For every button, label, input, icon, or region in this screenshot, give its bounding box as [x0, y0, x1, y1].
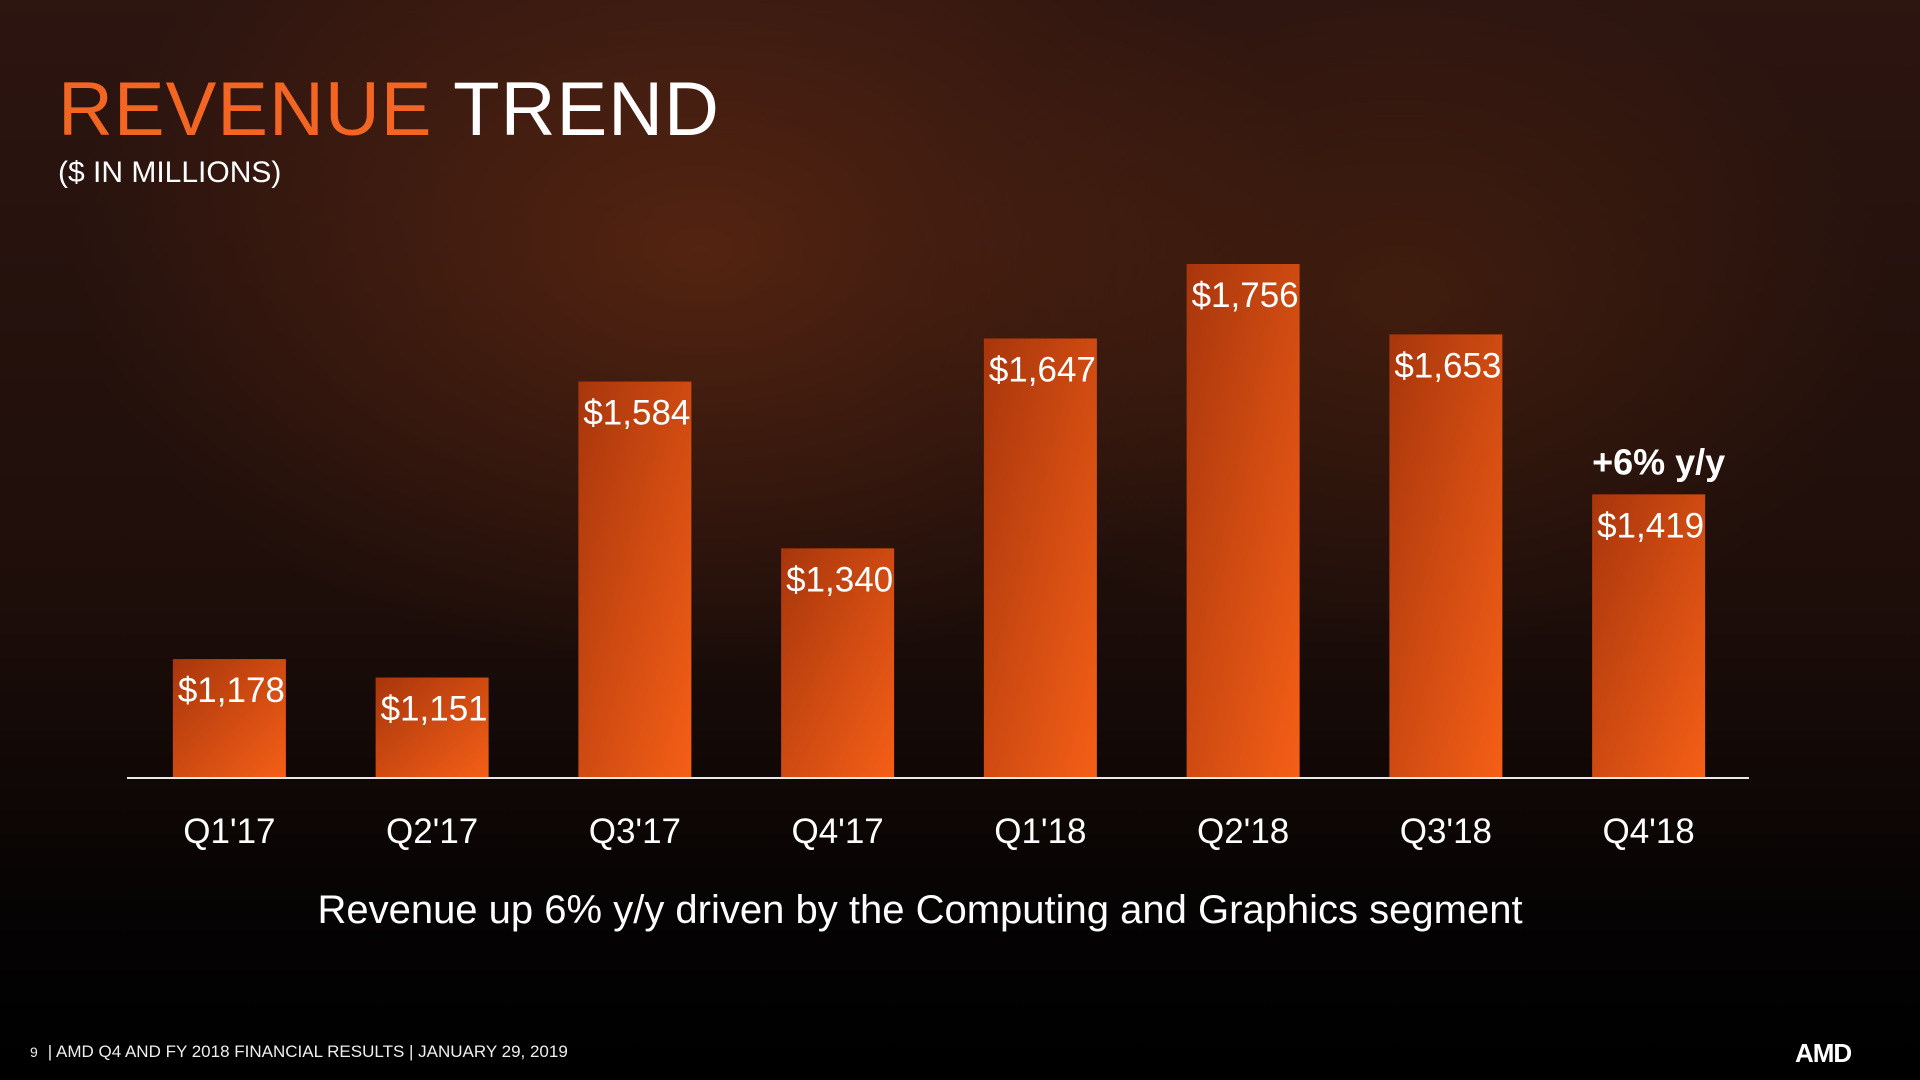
- chart-caption: Revenue up 6% y/y driven by the Computin…: [317, 888, 1523, 932]
- page-number: 9: [30, 1044, 38, 1060]
- yoy-annotation: +6% y/y: [1592, 441, 1725, 482]
- bar-3: [781, 548, 895, 778]
- footer-text: | AMD Q4 AND FY 2018 FINANCIAL RESULTS |…: [47, 1042, 568, 1061]
- slide-title: REVENUE TREND: [58, 66, 720, 153]
- data-label-7: $1,419: [1597, 506, 1704, 545]
- bar-2: [578, 381, 692, 778]
- bar-5: [1186, 264, 1300, 778]
- data-label-6: $1,653: [1394, 346, 1501, 385]
- x-tick-label-3: Q4'17: [791, 812, 883, 851]
- data-label-3: $1,340: [786, 560, 893, 599]
- x-tick-label-5: Q2'18: [1197, 812, 1289, 851]
- bar-7: [1592, 494, 1706, 778]
- data-label-2: $1,584: [583, 394, 690, 433]
- x-tick-label-7: Q4'18: [1602, 812, 1694, 851]
- bar-6: [1389, 334, 1503, 778]
- data-label-5: $1,756: [1192, 276, 1299, 315]
- bar-0: [172, 659, 286, 778]
- slide-subtitle: ($ IN MILLIONS): [58, 156, 282, 189]
- x-tick-label-6: Q3'18: [1400, 812, 1492, 851]
- title-accent: REVENUE: [58, 67, 433, 152]
- x-tick-label-0: Q1'17: [183, 812, 275, 851]
- x-tick-label-1: Q2'17: [386, 812, 478, 851]
- bar-1: [375, 677, 489, 778]
- bar-4: [983, 338, 1097, 778]
- data-label-1: $1,151: [381, 690, 488, 729]
- x-tick-label-4: Q1'18: [994, 812, 1086, 851]
- amd-logo: AMD: [1795, 1038, 1852, 1068]
- title-rest: TREND: [453, 67, 720, 152]
- data-label-4: $1,647: [989, 351, 1096, 390]
- x-tick-label-2: Q3'17: [589, 812, 681, 851]
- footer: 9 | AMD Q4 AND FY 2018 FINANCIAL RESULTS …: [30, 1042, 568, 1062]
- data-label-0: $1,178: [178, 671, 285, 710]
